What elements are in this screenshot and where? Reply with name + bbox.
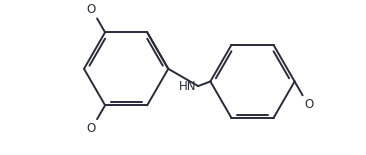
Text: O: O (86, 122, 96, 135)
Text: HN: HN (179, 80, 196, 93)
Text: O: O (304, 98, 314, 111)
Text: O: O (86, 3, 96, 16)
